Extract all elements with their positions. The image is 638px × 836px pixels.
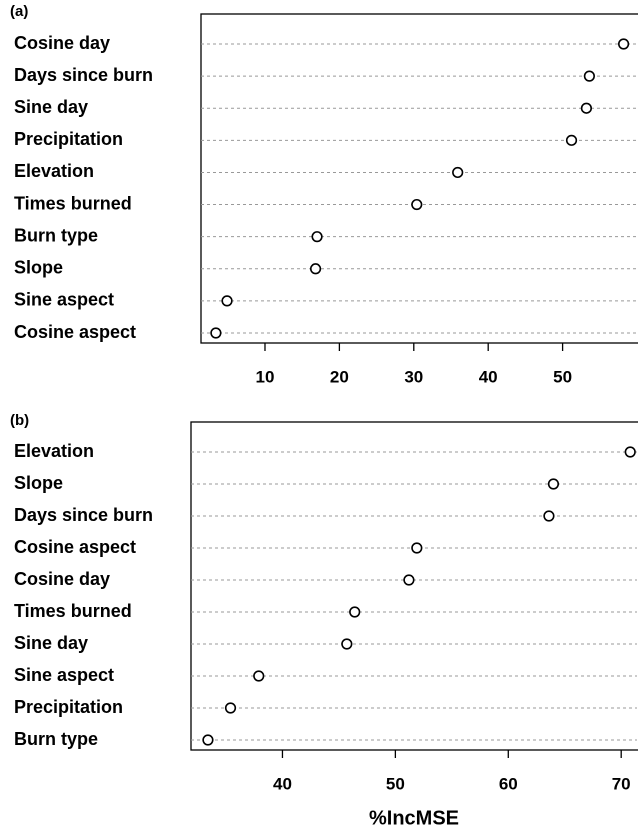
category-label: Sine day	[14, 633, 88, 653]
x-tick-label: 40	[273, 774, 292, 793]
dot	[547, 478, 560, 490]
x-tick-label: 50	[386, 774, 405, 793]
category-label: Days since burn	[14, 65, 153, 85]
plot-frame	[200, 13, 638, 344]
category-label: Cosine day	[14, 33, 110, 53]
category-label: Slope	[14, 258, 63, 278]
category-label: Elevation	[14, 161, 94, 181]
x-tick-label: 60	[499, 774, 518, 793]
dot	[411, 198, 423, 211]
category-label: Precipitation	[14, 129, 123, 149]
x-tick-label: 50	[553, 367, 572, 386]
dot	[224, 702, 237, 714]
category-label: Times burned	[14, 601, 132, 621]
category-label: Times burned	[14, 193, 132, 213]
x-tick-label: 10	[256, 367, 275, 386]
x-tick-label: 70	[612, 774, 631, 793]
x-tick-label: 20	[330, 367, 349, 386]
category-label: Days since burn	[14, 505, 153, 525]
category-label: Cosine aspect	[14, 537, 136, 557]
dot	[452, 166, 464, 179]
dot	[624, 446, 636, 458]
dot	[309, 263, 322, 275]
panel-label: (a)	[10, 3, 28, 20]
category-label: Slope	[14, 473, 63, 493]
category-label: Burn type	[14, 225, 98, 245]
category-label: Sine aspect	[14, 665, 114, 685]
dot	[565, 134, 578, 146]
category-label: Cosine aspect	[14, 322, 136, 342]
category-label: Burn type	[14, 729, 98, 749]
dot	[543, 510, 555, 522]
category-label: Elevation	[14, 441, 94, 461]
dot	[349, 606, 361, 618]
category-label: Cosine day	[14, 569, 110, 589]
plot-frame	[190, 421, 638, 751]
dot	[411, 542, 423, 554]
x-tick-label: 30	[404, 367, 423, 386]
dot	[341, 638, 353, 650]
panel-label: (b)	[10, 412, 29, 429]
dot	[210, 327, 222, 339]
dot	[221, 295, 233, 307]
category-label: Sine day	[14, 97, 88, 117]
x-tick-label: 40	[479, 367, 498, 386]
category-label: Precipitation	[14, 697, 123, 717]
x-axis-label: %IncMSE	[369, 807, 459, 829]
dot	[580, 102, 593, 114]
dot	[618, 38, 630, 50]
dot	[583, 70, 595, 82]
dot	[311, 231, 323, 243]
category-label: Sine aspect	[14, 290, 114, 310]
dot	[403, 574, 415, 586]
dot	[202, 734, 214, 746]
dot	[253, 670, 265, 682]
